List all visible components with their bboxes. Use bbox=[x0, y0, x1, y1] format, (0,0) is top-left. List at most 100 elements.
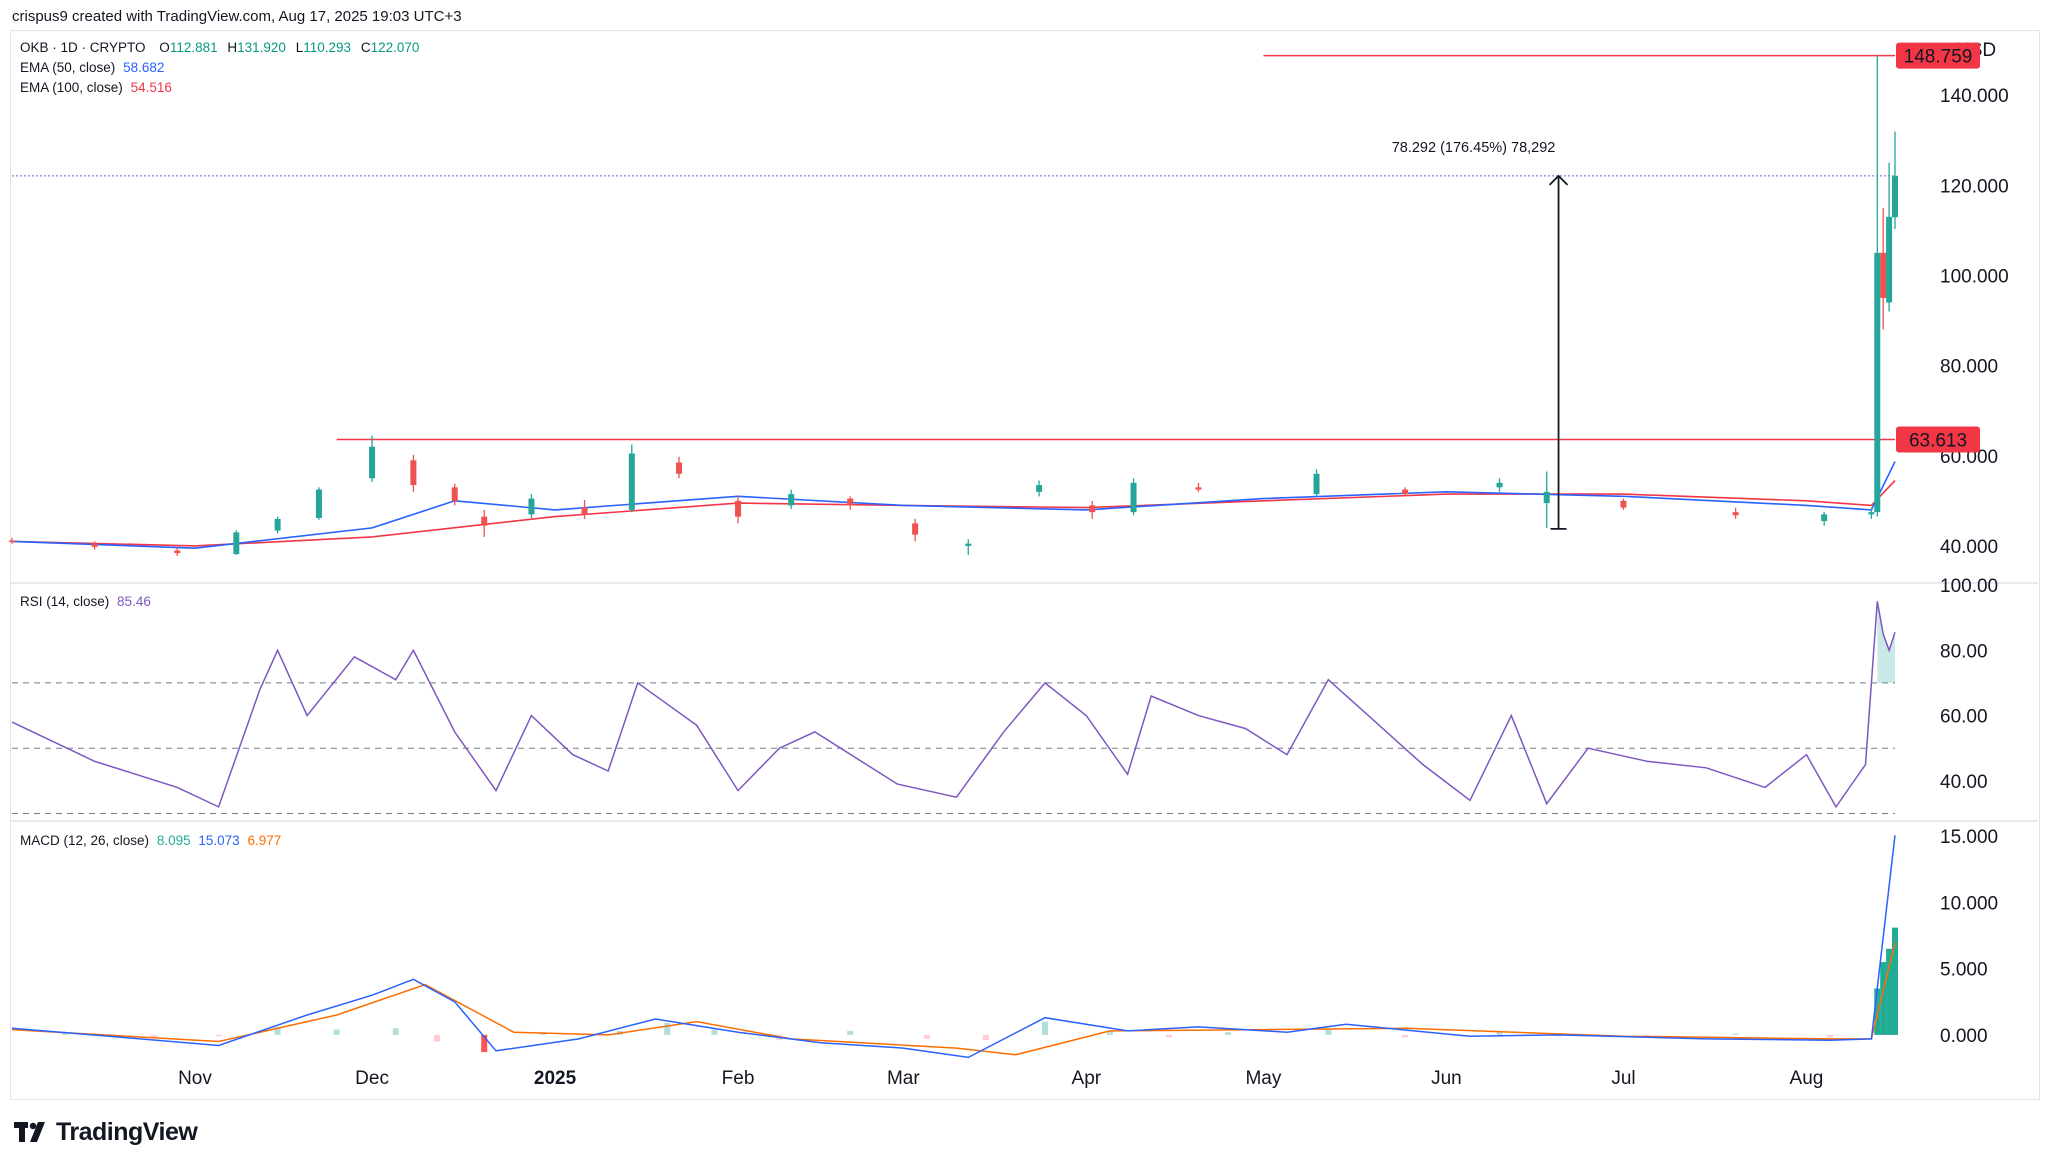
legend-close-label: C bbox=[360, 40, 371, 55]
macd-histogram-bar bbox=[62, 1033, 69, 1035]
candle-body bbox=[315, 489, 322, 518]
candle-body bbox=[1036, 485, 1043, 492]
candle-body bbox=[1620, 500, 1627, 508]
candle-body bbox=[528, 498, 535, 515]
measure-arrowhead bbox=[1548, 174, 1569, 186]
candle-body bbox=[788, 494, 795, 506]
candle-body bbox=[1892, 175, 1898, 218]
legend-ema50-label: EMA (50, close) bbox=[20, 60, 116, 75]
candle-body bbox=[1868, 512, 1875, 515]
candle-body bbox=[1543, 491, 1550, 504]
legend-rsi-label: RSI (14, close) bbox=[20, 594, 110, 609]
macd-histogram-bar bbox=[1106, 1030, 1113, 1035]
macd-axis-tick: 10.000 bbox=[1940, 893, 1998, 914]
macd-histogram-bar bbox=[923, 1034, 930, 1039]
candle-body bbox=[410, 460, 417, 486]
candle-body bbox=[847, 498, 854, 506]
time-axis-tick: 2025 bbox=[534, 1068, 577, 1089]
price-badge bbox=[1896, 42, 1980, 69]
candle-body bbox=[676, 462, 683, 474]
time-axis-tick: Jul bbox=[1611, 1068, 1635, 1089]
rsi-axis-tick: 100.00 bbox=[1940, 576, 1998, 597]
macd-histogram-bar bbox=[1880, 962, 1887, 1035]
legend-high: 131.920 bbox=[237, 40, 286, 55]
candle-body bbox=[9, 540, 15, 543]
macd-histogram-bar bbox=[664, 1022, 671, 1035]
candle-body bbox=[1874, 252, 1881, 513]
candle-body bbox=[1313, 473, 1320, 495]
candle-body bbox=[174, 550, 181, 554]
macd-histogram-bar bbox=[1496, 1030, 1503, 1035]
candle-body bbox=[1732, 512, 1739, 516]
macd-histogram-bar bbox=[847, 1030, 854, 1035]
candle-body bbox=[233, 532, 240, 555]
candle-body bbox=[965, 543, 972, 546]
price-axis-tick: 40.000 bbox=[1940, 537, 1998, 558]
tradingview-logo[interactable]: TradingView bbox=[14, 1118, 198, 1147]
candle-body bbox=[581, 507, 588, 515]
candle-body bbox=[1886, 216, 1893, 303]
macd-histogram-bar bbox=[1886, 948, 1893, 1035]
macd-axis-tick: 5.000 bbox=[1940, 960, 1988, 981]
price-axis-tick: 80.000 bbox=[1940, 357, 1998, 378]
candle-body bbox=[91, 543, 98, 547]
candle-body bbox=[912, 523, 919, 535]
legend-rsi: RSI (14, close) 85.46 bbox=[20, 594, 151, 609]
macd-line bbox=[11, 835, 1896, 1059]
candle-body bbox=[1130, 482, 1137, 513]
candle-body bbox=[1880, 252, 1887, 298]
macd-histogram-bar bbox=[1165, 1034, 1172, 1038]
macd-axis-tick: 15.000 bbox=[1940, 827, 1998, 848]
ema100-line bbox=[11, 480, 1896, 547]
legend-low-label: L bbox=[295, 40, 304, 55]
macd-histogram-bar bbox=[1892, 927, 1898, 1035]
tradingview-wordmark: TradingView bbox=[56, 1118, 198, 1146]
legend-macd-label: MACD (12, 26, close) bbox=[20, 833, 150, 848]
candle-body bbox=[1089, 505, 1096, 513]
price-badge-label: 148.759 bbox=[1904, 47, 1973, 68]
rsi-axis-tick: 60.00 bbox=[1940, 707, 1988, 728]
candle-body bbox=[481, 516, 488, 526]
time-axis-tick: Feb bbox=[722, 1068, 755, 1089]
legend-ema100-label: EMA (100, close) bbox=[20, 80, 123, 95]
legend-rsi-value: 85.46 bbox=[117, 594, 151, 609]
legend-ema100: EMA (100, close) 54.516 bbox=[20, 80, 172, 95]
macd-histogram-bar bbox=[1827, 1034, 1834, 1038]
candle-body bbox=[628, 453, 635, 510]
legend-ohlc: OKB · 1D · CRYPTO O112.881 H131.920 L110… bbox=[20, 40, 419, 55]
rsi-axis-tick: 80.00 bbox=[1940, 641, 1988, 662]
time-axis-tick: Aug bbox=[1790, 1068, 1824, 1089]
candle-body bbox=[451, 487, 458, 501]
macd-histogram-bar bbox=[150, 1034, 157, 1038]
time-axis-tick: Mar bbox=[887, 1068, 920, 1089]
price-badge bbox=[1896, 426, 1980, 453]
rsi-overbought-fill bbox=[1877, 601, 1895, 683]
candle-body bbox=[1402, 489, 1409, 495]
legend-low: 110.293 bbox=[303, 40, 352, 55]
candle-body bbox=[735, 500, 742, 517]
rsi-axis-tick: 40.00 bbox=[1940, 772, 1988, 793]
chart-frame[interactable] bbox=[10, 30, 2040, 1100]
macd-histogram-bar bbox=[982, 1034, 989, 1041]
time-axis-tick: Nov bbox=[178, 1068, 212, 1089]
macd-histogram-bar bbox=[1732, 1033, 1739, 1035]
legend-macd-signal: 6.977 bbox=[247, 833, 282, 848]
measure-label: 78.292 (176.45%) 78,292 bbox=[1392, 140, 1556, 156]
legend-ema50: EMA (50, close) 58.682 bbox=[20, 60, 164, 75]
legend-ema50-value: 58.682 bbox=[123, 60, 165, 75]
macd-signal-line bbox=[11, 942, 1896, 1056]
time-axis-tick: Jun bbox=[1431, 1068, 1462, 1089]
macd-histogram-bar bbox=[1224, 1032, 1231, 1035]
rsi-line bbox=[11, 601, 1896, 809]
legend-open: 112.881 bbox=[169, 40, 218, 55]
macd-histogram-bar bbox=[481, 1034, 488, 1053]
candle-body bbox=[1496, 482, 1503, 488]
macd-axis-tick: 0.000 bbox=[1940, 1026, 1988, 1047]
macd-histogram-bar bbox=[1325, 1029, 1332, 1035]
macd-histogram-bar bbox=[434, 1034, 441, 1042]
price-axis-tick: 120.000 bbox=[1940, 176, 2009, 197]
macd-histogram-bar bbox=[215, 1034, 222, 1037]
time-axis-tick: Apr bbox=[1072, 1068, 1102, 1089]
macd-histogram-bar bbox=[333, 1029, 340, 1035]
